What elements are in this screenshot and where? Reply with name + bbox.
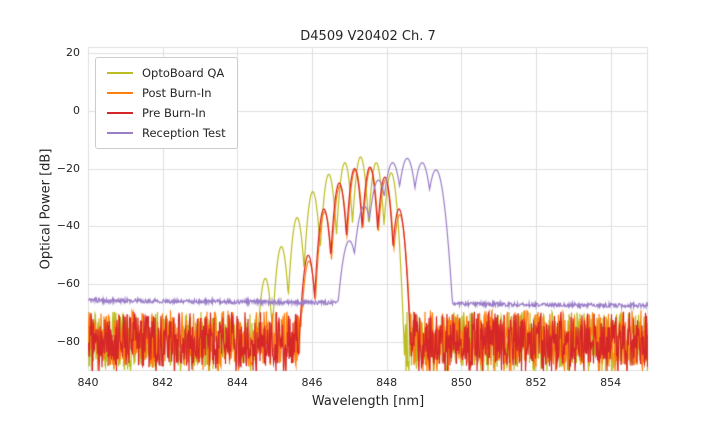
x-tick-label: 848	[376, 376, 398, 389]
legend-label: Pre Burn-In	[142, 106, 206, 120]
x-tick-label: 854	[600, 376, 622, 389]
legend-item: Pre Burn-In	[107, 106, 226, 120]
plot-title: D4509 V20402 Ch. 7	[300, 29, 436, 44]
y-tick-label: −60	[56, 277, 80, 291]
x-tick-label: 840	[77, 376, 99, 389]
x-tick-label: 844	[226, 376, 248, 389]
legend-item: Reception Test	[107, 126, 226, 140]
legend-label: Reception Test	[142, 126, 226, 140]
legend-line-swatch	[107, 132, 133, 134]
legend-label: OptoBoard QA	[142, 66, 225, 80]
y-tick-label: 0	[73, 103, 80, 117]
y-tick-label: −80	[56, 335, 80, 349]
x-tick-label: 846	[301, 376, 323, 389]
y-tick-label: 20	[66, 45, 80, 59]
x-tick-label: 842	[152, 376, 174, 389]
y-tick-label: −40	[56, 219, 80, 233]
y-tick-label: −20	[56, 161, 80, 175]
legend-label: Post Burn-In	[142, 86, 212, 100]
legend-line-swatch	[107, 112, 133, 114]
x-axis-label: Wavelength [nm]	[311, 394, 425, 409]
legend-item: Post Burn-In	[107, 86, 226, 100]
legend-line-swatch	[107, 92, 133, 94]
legend: OptoBoard QA Post Burn-In Pre Burn-In Recep…	[95, 57, 238, 149]
x-tick-label: 850	[450, 376, 472, 389]
x-tick-label: 852	[525, 376, 547, 389]
legend-item: OptoBoard QA	[107, 66, 226, 80]
legend-line-swatch	[107, 72, 133, 74]
